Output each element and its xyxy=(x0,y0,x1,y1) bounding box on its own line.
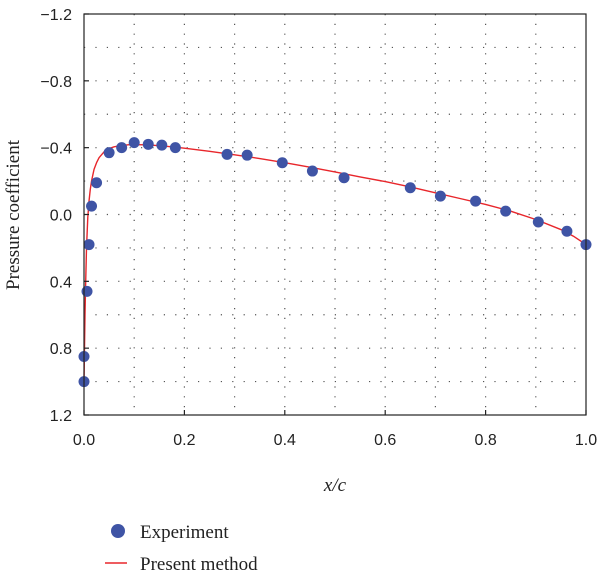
y-tick-label: 1.2 xyxy=(50,408,72,425)
experiment-point xyxy=(241,149,253,161)
axis-ticks xyxy=(83,13,587,416)
present-method-line-group xyxy=(83,143,587,382)
experiment-point xyxy=(306,165,318,177)
experiment-point xyxy=(86,200,98,212)
tick-labels: 0.0 0.2 0.4 0.6 0.8 1.0 −1.2 −0.8 −0.4 0.0 0.4 0.8 1… xyxy=(40,7,597,449)
y-tick-label: −0.4 xyxy=(40,141,72,158)
legend-experiment-label: Experiment xyxy=(140,522,229,543)
experiment-point xyxy=(103,147,115,159)
x-axis-title: x/c xyxy=(323,475,347,496)
experiment-point xyxy=(434,190,446,202)
experiment-point xyxy=(500,205,512,217)
legend-experiment-marker xyxy=(111,524,125,538)
experiment-point xyxy=(128,137,140,149)
experiment-point xyxy=(142,138,154,150)
experiment-point xyxy=(83,239,95,251)
y-tick-label: −1.2 xyxy=(40,7,72,24)
grid-lines xyxy=(84,14,586,415)
y-tick-label: −0.8 xyxy=(40,74,72,91)
experiment-point xyxy=(404,182,416,194)
x-tick-label: 0.4 xyxy=(274,432,296,449)
y-axis-title: Pressure coefficient xyxy=(3,139,24,290)
experiment-point xyxy=(561,225,573,237)
experiment-markers-group xyxy=(78,137,592,388)
legend: Experiment Present method xyxy=(105,522,258,575)
x-tick-label: 0.8 xyxy=(474,432,496,449)
experiment-point xyxy=(532,216,544,228)
experiment-point xyxy=(276,157,288,169)
x-tick-label: 1.0 xyxy=(575,432,597,449)
x-tick-label: 0.2 xyxy=(173,432,195,449)
legend-present-method-label: Present method xyxy=(140,554,258,575)
x-tick-label: 0.0 xyxy=(73,432,95,449)
x-tick-label: 0.6 xyxy=(374,432,396,449)
experiment-point xyxy=(169,142,181,154)
experiment-point xyxy=(81,285,93,297)
y-tick-label: 0.8 xyxy=(50,341,72,358)
experiment-point xyxy=(470,195,482,207)
experiment-point xyxy=(91,177,103,189)
present-method-line xyxy=(83,143,587,382)
y-tick-label: 0.0 xyxy=(50,208,72,225)
experiment-point xyxy=(156,139,168,151)
experiment-point xyxy=(221,148,233,160)
y-tick-label: 0.4 xyxy=(50,274,72,291)
experiment-point xyxy=(116,142,128,154)
experiment-point xyxy=(338,172,350,184)
